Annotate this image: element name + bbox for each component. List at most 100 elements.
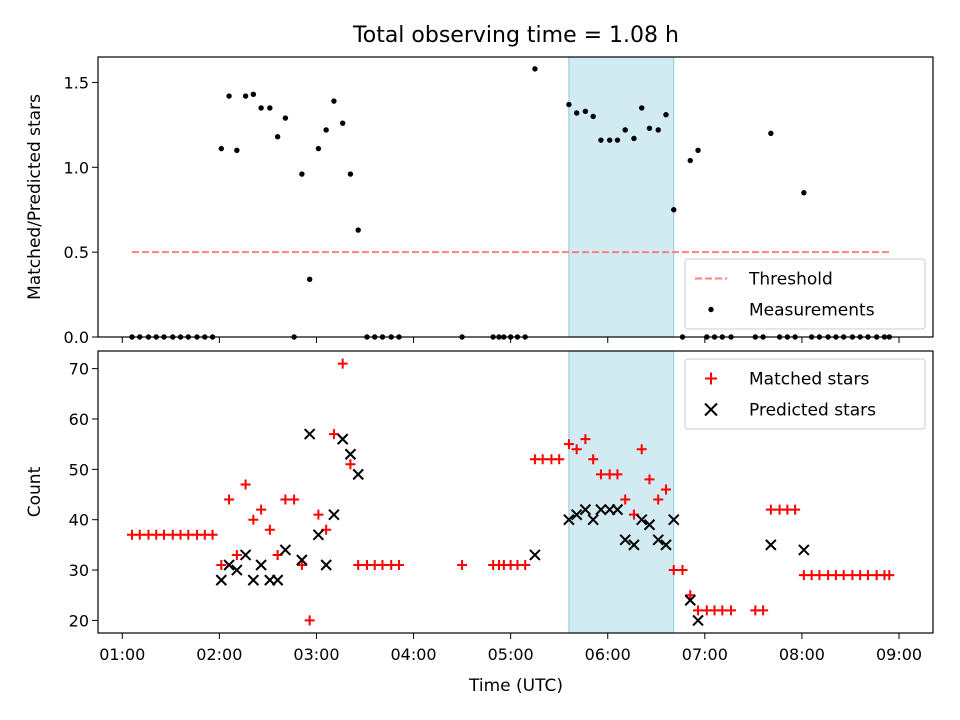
matched-star-point: [612, 469, 623, 480]
predicted-star-point: [328, 508, 340, 521]
matched-star-point: [183, 529, 194, 540]
measurement-point: [218, 145, 225, 152]
highlight-span: [568, 56, 675, 338]
y-tick-label: 20: [69, 611, 89, 630]
measurement-point: [639, 105, 645, 111]
measurement-point: [655, 127, 661, 133]
measurement-point: [573, 110, 580, 116]
measurement-point: [671, 207, 677, 213]
matched-star-point: [660, 484, 671, 495]
matched-star-point: [884, 570, 895, 581]
measurement-point: [801, 190, 807, 196]
matched-star-point: [653, 494, 664, 505]
predicted-star-point: [660, 539, 672, 551]
predicted-star-point: [636, 513, 648, 526]
predicted-star-point: [619, 534, 631, 546]
y-tick-label: 1.0: [64, 158, 89, 177]
matched-star-point: [134, 529, 145, 540]
matched-star-point: [620, 494, 631, 505]
matched-star-point: [571, 444, 582, 455]
predicted-star-point: [215, 574, 228, 586]
legend-label: Matched stars: [749, 370, 869, 390]
matched-star-point: [264, 524, 275, 535]
matched-star-point: [377, 560, 388, 571]
legend-box: [684, 258, 926, 330]
x-tick-label: 03:00: [293, 645, 339, 664]
x-tick-label: 04:00: [390, 645, 436, 664]
top-panel-ratio: 0.0 0.5 1.0 1.5 Matched/Predicted stars Thres…: [25, 56, 934, 347]
matched-star-point: [563, 439, 574, 450]
bottom-panel-counts: 20 30 40 50 60 70 01:00 02:00 03:00 04:00 05:00 06:…: [25, 350, 934, 664]
matched-star-point: [159, 529, 170, 540]
matched-star-point: [280, 494, 291, 505]
predicted-star-point: [239, 549, 252, 561]
x-tick-label: 09:00: [876, 645, 922, 664]
predicted-star-point: [684, 594, 696, 606]
measurement-point: [687, 157, 693, 164]
matched-star-point: [256, 504, 267, 515]
measurement-point: [267, 105, 273, 111]
axes-frame: [97, 56, 934, 338]
predicted-star-point: [271, 574, 284, 586]
predicted-star-point: [223, 559, 235, 571]
matched-star-point: [862, 570, 873, 581]
measurement-point: [646, 125, 653, 131]
y-tick-label: 1.5: [64, 73, 89, 92]
matched-star-point: [313, 509, 324, 520]
matched-star-point: [636, 444, 647, 455]
y-tick-label: 40: [69, 511, 89, 530]
predicted-star-point: [231, 564, 243, 576]
measurement-point: [242, 93, 249, 99]
measurement-point: [582, 108, 589, 115]
matched-star-point: [758, 605, 769, 616]
legend-label: Threshold: [748, 270, 833, 290]
measurement-point: [566, 101, 572, 108]
matched-star-point: [588, 454, 599, 465]
matched-star-point: [790, 504, 801, 515]
matched-star-point: [337, 358, 348, 369]
matched-star-point: [765, 504, 776, 515]
matched-star-point: [726, 605, 737, 616]
measurement-point: [768, 130, 774, 137]
matched-star-point: [353, 560, 364, 571]
matched-star-point: [693, 605, 704, 616]
matched-star-point: [224, 494, 235, 505]
x-axis-label: Time (UTC): [468, 676, 563, 696]
matched-star-point: [717, 605, 728, 616]
x-tick-label: 08:00: [779, 645, 825, 664]
legend-measurement-swatch: [708, 306, 714, 313]
predicted-star-point: [611, 503, 624, 516]
predicted-star-point: [529, 549, 541, 561]
measurement-point: [315, 145, 322, 152]
matched-star-point: [457, 560, 468, 571]
predicted-star-point: [643, 519, 656, 531]
measurement-point: [258, 105, 264, 111]
x-tick-label: 01:00: [99, 645, 145, 664]
matched-star-point: [296, 560, 307, 571]
matched-star-point: [231, 549, 242, 560]
matched-star-point: [537, 454, 548, 465]
y-tick-label: 0.0: [64, 328, 89, 347]
measurement-point: [663, 111, 669, 118]
x-tick-label: 06:00: [585, 645, 631, 664]
matched-star-point: [248, 514, 259, 525]
predicted-star-point: [652, 534, 664, 546]
measurement-point: [598, 137, 604, 143]
measurement-point: [234, 147, 240, 154]
measurement-point: [339, 120, 346, 126]
measurement-point: [590, 113, 596, 120]
chart-title: Total observing time = 1.08 h: [352, 23, 679, 48]
measurement-point: [355, 227, 361, 233]
measurement-point: [299, 171, 305, 177]
measurement-point: [631, 135, 637, 142]
y-axis-label: Matched/Predicted stars: [25, 94, 45, 300]
measurement-point: [226, 93, 232, 99]
predicted-star-point: [336, 433, 349, 445]
axes-frame: [97, 350, 934, 634]
predicted-star-point: [587, 513, 599, 526]
measurement-point: [347, 171, 354, 177]
measurement-point: [274, 134, 281, 140]
matched-star-point: [668, 565, 679, 576]
predicted-star-point: [279, 544, 292, 556]
predicted-star-point: [579, 503, 592, 516]
